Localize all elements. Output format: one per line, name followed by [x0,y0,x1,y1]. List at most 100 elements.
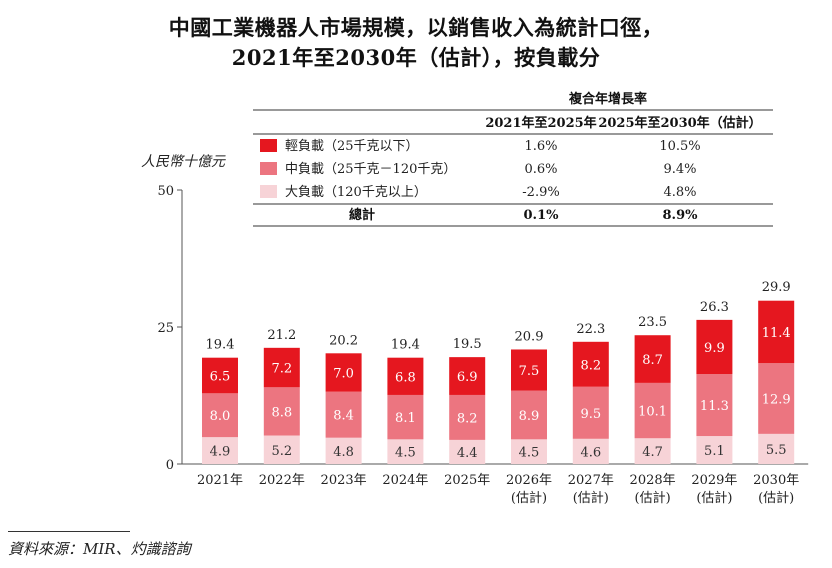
bar-total-label: 21.2 [267,328,296,343]
cagr-table: 複合年增長率 2021年至2025年 2025年至2030年（估計） 輕負載（25千克… [253,91,773,227]
bar-total-label: 29.9 [762,280,791,295]
bar-segment-medium [263,387,300,436]
bar-segment-medium [387,394,424,440]
bar-series: 4.9 8.0 6.5 19.4 5.2 8.8 7.2 21.2 4.8 8.4 7.0 20.2 4… [202,280,795,464]
data-label-light: 8.2 [580,358,601,373]
data-label-medium: 8.4 [333,409,354,424]
x-tick-label: (估計) [573,490,609,506]
total-label: 總計 [349,207,375,223]
bar-segment-light [572,341,609,387]
data-label-medium: 8.0 [210,409,231,424]
source-divider [8,531,130,532]
data-label-light: 7.2 [271,362,292,377]
legend-swatch [260,139,277,152]
data-label-heavy: 4.5 [519,446,540,461]
bar-total-label: 20.2 [329,333,358,348]
data-label-light: 6.9 [457,370,478,385]
cagr-value: 1.6% [524,139,557,154]
bar-segment-heavy [325,437,362,464]
legend-label: 大負載（120千克以上） [285,185,427,200]
bar-total-label: 26.3 [700,300,729,315]
chart-axes: 0 25 50 人民幣十億元 2021年 2022年 2023年 2024年 2025年 2026… [141,154,809,506]
x-tick-label: 2027年 [568,473,614,488]
data-label-medium: 8.2 [457,411,478,426]
x-tick-label: 2030年 [753,473,799,488]
legend-swatch [260,185,277,198]
x-tick-label: 2024年 [382,473,428,488]
data-label-light: 6.5 [210,369,231,384]
bar-segment-heavy [696,436,733,464]
bar-segment-heavy [202,437,238,464]
x-tick-label: (估計) [758,490,794,506]
bar-segment-heavy [758,433,795,464]
bar-segment-medium [202,393,238,438]
bar-segment-light [263,347,300,388]
bar-segment-heavy [572,438,609,464]
x-tick-label: (估計) [696,490,732,506]
legend-label: 輕負載（25千克以下） [285,139,419,154]
x-tick-label: (估計) [635,490,671,506]
data-label-heavy: 5.2 [271,444,292,459]
data-label-medium: 8.8 [271,405,292,420]
bar-total-label: 22.3 [576,322,605,337]
cagr-value: 9.4% [663,162,696,177]
data-label-heavy: 4.8 [333,445,354,460]
chart-title-line-1: 中國工業機器人市場規模，以銷售收入為統計口徑， [168,15,664,40]
data-label-light: 7.0 [333,366,354,381]
bar-segment-medium [449,394,486,440]
bar-segment-heavy [449,439,486,464]
data-label-light: 11.4 [762,326,791,341]
data-label-heavy: 4.7 [642,445,663,460]
bar-total-label: 19.5 [453,337,482,352]
y-tick-label: 0 [166,458,174,473]
cagr-value: -2.9% [522,185,559,200]
bar-segment-heavy [511,439,547,464]
bar-segment-medium [511,390,547,440]
data-label-medium: 10.1 [638,405,667,420]
bar-segment-heavy [634,438,671,464]
x-tick-label: 2028年 [630,473,676,488]
cagr-value: 4.8% [663,185,696,200]
x-tick-label: 2029年 [691,473,737,488]
legend-swatch [260,162,277,175]
data-label-medium: 8.9 [519,409,540,424]
bar-segment-medium [634,382,671,439]
bar-segment-light [325,353,362,392]
data-label-light: 6.8 [395,370,416,385]
data-label-light: 8.7 [642,353,663,368]
data-label-heavy: 5.5 [766,443,787,458]
x-tick-label: (估計) [511,490,547,506]
y-tick-label: 25 [157,321,174,336]
data-label-medium: 9.5 [580,407,601,422]
y-tick-label: 50 [157,184,174,199]
bar-total-label: 20.9 [515,329,544,344]
bar-segment-light [449,357,486,395]
bar-segment-heavy [387,439,424,464]
bar-segment-light [634,335,671,383]
cagr-value: 10.5% [659,139,700,154]
legend-label: 中負載（25千克－120千克） [285,162,456,177]
data-label-light: 9.9 [704,341,725,356]
data-label-medium: 8.1 [395,411,416,426]
bar-segment-light [696,319,733,375]
bar-segment-light [511,349,547,391]
source-note: 資料來源：MIR、灼識諮詢 [8,540,191,558]
x-tick-label: 2025年 [444,473,490,488]
cagr-column-header: 2021年至2025年 [485,115,596,131]
cagr-column-header: 2025年至2030年（估計） [598,115,761,131]
data-label-light: 7.5 [519,364,540,379]
bar-segment-light [758,300,795,364]
bar-total-label: 19.4 [206,338,235,353]
y-axis-label: 人民幣十億元 [141,154,226,170]
bar-segment-light [387,357,424,395]
bar-total-label: 23.5 [638,315,667,330]
x-tick-label: 2023年 [321,473,367,488]
data-label-heavy: 4.9 [210,445,231,460]
total-cagr-value: 8.9% [663,208,699,223]
bar-segment-light [202,357,238,394]
bar-segment-medium [696,374,733,437]
chart-title-line-2: 2021年至2030年（估計），按負載分 [231,45,601,70]
x-tick-label: 2022年 [259,473,305,488]
data-label-heavy: 5.1 [704,444,725,459]
